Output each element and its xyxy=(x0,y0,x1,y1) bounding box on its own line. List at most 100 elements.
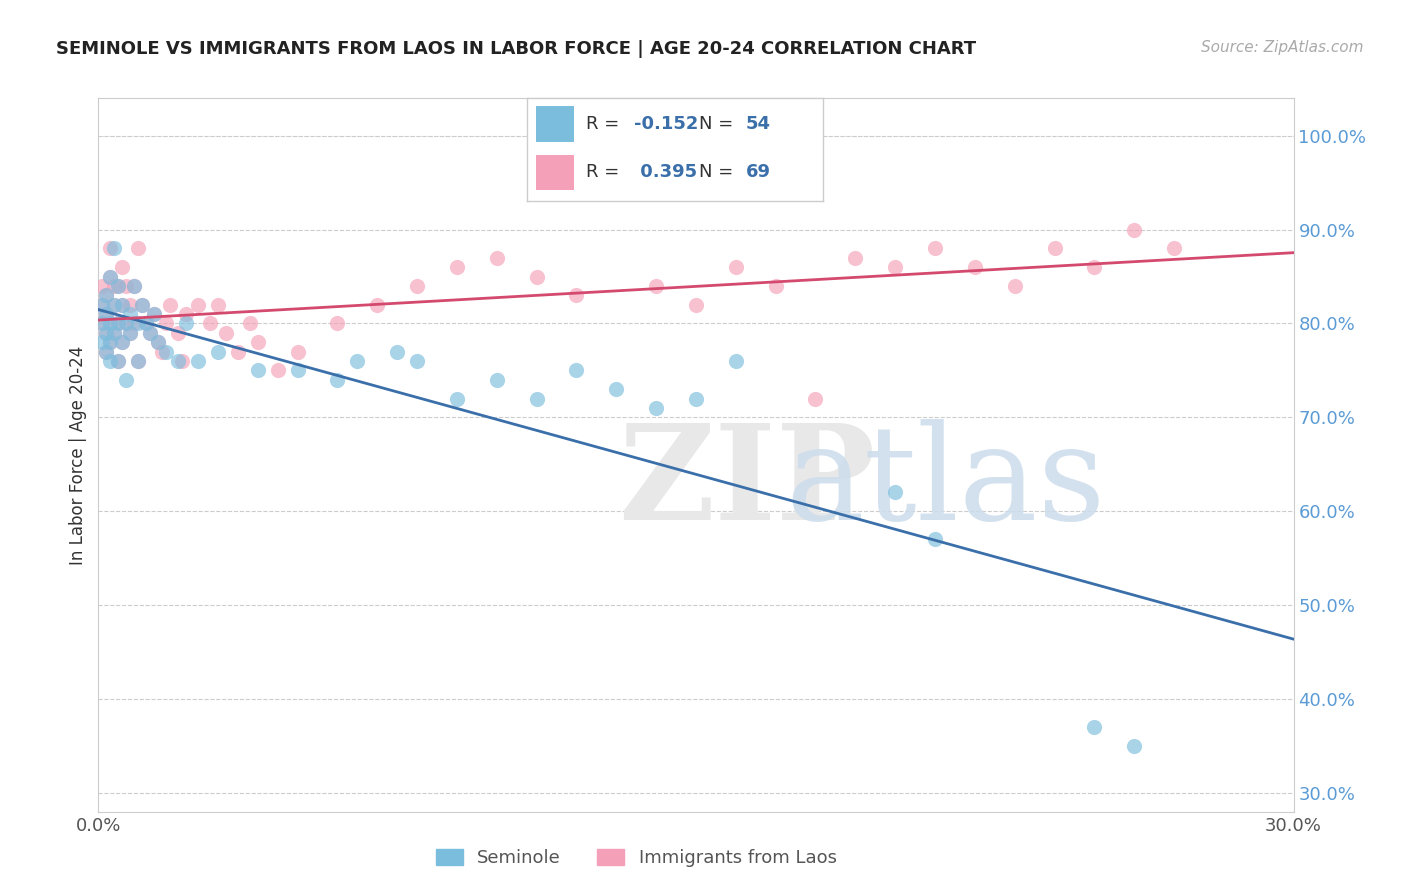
Text: -0.152: -0.152 xyxy=(634,115,697,133)
Point xyxy=(246,363,269,377)
Point xyxy=(111,335,134,350)
Point xyxy=(96,344,118,359)
Point xyxy=(924,241,946,255)
Point xyxy=(963,260,986,274)
Point xyxy=(174,307,197,321)
Point xyxy=(91,317,114,331)
Y-axis label: In Labor Force | Age 20-24: In Labor Force | Age 20-24 xyxy=(69,345,87,565)
Text: N =: N = xyxy=(699,115,738,133)
Point xyxy=(385,344,409,359)
Point xyxy=(226,344,249,359)
Text: R =: R = xyxy=(586,163,626,181)
Legend: Seminole, Immigrants from Laos: Seminole, Immigrants from Laos xyxy=(429,841,844,874)
Text: ZIP: ZIP xyxy=(619,419,876,548)
Point xyxy=(1043,241,1066,255)
Point xyxy=(1004,279,1026,293)
Point xyxy=(155,317,177,331)
Point xyxy=(884,260,907,274)
Text: 0.395: 0.395 xyxy=(634,163,696,181)
Text: 54: 54 xyxy=(745,115,770,133)
Point xyxy=(526,269,548,284)
Point xyxy=(645,401,668,415)
Point xyxy=(91,298,114,312)
Point xyxy=(96,288,118,302)
Point xyxy=(924,533,946,547)
Point xyxy=(107,354,129,368)
Point xyxy=(148,335,170,350)
Point xyxy=(287,344,309,359)
Point xyxy=(724,260,747,274)
Point xyxy=(115,317,138,331)
Point xyxy=(111,335,134,350)
Point xyxy=(98,354,122,368)
Point xyxy=(115,373,138,387)
Point xyxy=(406,354,429,368)
Point xyxy=(645,279,668,293)
Text: N =: N = xyxy=(699,163,738,181)
Point xyxy=(127,354,149,368)
Point xyxy=(98,317,122,331)
Point xyxy=(207,344,229,359)
Point xyxy=(96,344,118,359)
Bar xyxy=(536,106,575,142)
Point xyxy=(107,317,129,331)
Point xyxy=(844,251,866,265)
Point xyxy=(135,317,157,331)
Point xyxy=(96,307,118,321)
Point xyxy=(98,241,122,255)
Point xyxy=(120,298,142,312)
Bar xyxy=(536,154,575,190)
Point xyxy=(198,317,221,331)
Point xyxy=(346,354,368,368)
Point xyxy=(155,344,177,359)
Point xyxy=(172,354,194,368)
Point xyxy=(103,326,125,340)
Point xyxy=(485,251,508,265)
Point xyxy=(98,269,122,284)
Point xyxy=(131,298,153,312)
Point xyxy=(485,373,508,387)
Point xyxy=(111,298,134,312)
Text: Source: ZipAtlas.com: Source: ZipAtlas.com xyxy=(1201,40,1364,55)
Point xyxy=(91,298,114,312)
Point xyxy=(91,317,114,331)
Point xyxy=(120,307,142,321)
Point xyxy=(150,344,173,359)
Point xyxy=(111,298,134,312)
Point xyxy=(131,298,153,312)
Point xyxy=(107,317,129,331)
Point xyxy=(98,335,122,350)
Point xyxy=(685,392,707,406)
Point xyxy=(103,298,125,312)
Point xyxy=(124,279,146,293)
Point xyxy=(174,317,197,331)
Point xyxy=(103,298,125,312)
Point xyxy=(326,317,349,331)
Point xyxy=(139,326,162,340)
Point xyxy=(96,326,118,340)
Point xyxy=(98,335,122,350)
Point xyxy=(366,298,388,312)
Point xyxy=(215,326,238,340)
Text: 69: 69 xyxy=(745,163,770,181)
Point xyxy=(565,288,588,302)
Point xyxy=(159,298,181,312)
Point xyxy=(565,363,588,377)
Point xyxy=(207,298,229,312)
Point xyxy=(1083,260,1105,274)
Point xyxy=(139,326,162,340)
Point xyxy=(167,326,190,340)
Point xyxy=(187,354,209,368)
Point xyxy=(884,485,907,500)
Point xyxy=(98,269,122,284)
Point xyxy=(107,279,129,293)
Point xyxy=(446,392,468,406)
Point xyxy=(1163,241,1185,255)
Point xyxy=(685,298,707,312)
Point xyxy=(406,279,429,293)
Point xyxy=(605,382,627,396)
Point xyxy=(91,335,114,350)
Text: SEMINOLE VS IMMIGRANTS FROM LAOS IN LABOR FORCE | AGE 20-24 CORRELATION CHART: SEMINOLE VS IMMIGRANTS FROM LAOS IN LABO… xyxy=(56,40,976,58)
Text: atlas: atlas xyxy=(786,419,1107,548)
Point xyxy=(96,288,118,302)
